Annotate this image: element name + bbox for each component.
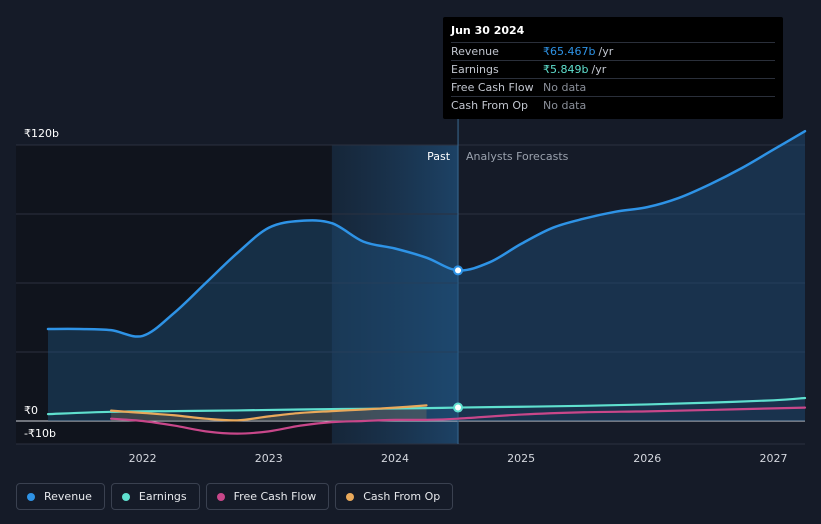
x-tick-label: 2024 [381, 452, 409, 465]
legend-label: Cash From Op [363, 490, 441, 503]
tooltip-row-cash-from-op: Cash From Op No data [451, 96, 775, 114]
line-free-cash-flow [109, 406, 807, 435]
legend-item-revenue[interactable]: Revenue [16, 483, 105, 510]
legend-dot-icon [27, 492, 35, 501]
chart-markers [453, 265, 464, 413]
tooltip-label: Earnings [451, 63, 499, 76]
tooltip-row-earnings: Earnings ₹5.849b /yr [451, 60, 775, 78]
tooltip-unit: /yr [598, 45, 614, 58]
line-cash-from-op [109, 404, 428, 422]
line-earnings [46, 396, 807, 416]
x-tick-label: 2025 [507, 452, 535, 465]
tooltip-label: Cash From Op [451, 99, 529, 112]
tooltip-value: ₹5.849b [543, 63, 589, 76]
legend-dot-icon [346, 492, 355, 501]
marker-earnings [453, 402, 464, 413]
x-tick-label: 2022 [129, 452, 157, 465]
tooltip-value: No data [543, 81, 587, 94]
marker-revenue [453, 265, 464, 276]
recent-period-highlight [331, 145, 459, 444]
hover-tooltip: Jun 30 2024 Revenue ₹65.467b /yr Earning… [443, 17, 783, 119]
legend-dot-icon [216, 492, 225, 501]
past-label: Past [427, 150, 451, 163]
legend-item-earnings[interactable]: Earnings [110, 483, 200, 510]
revenue-area [48, 131, 805, 421]
y-tick-label: ₹120b [24, 127, 59, 140]
legend-label: Earnings [138, 490, 187, 503]
tooltip-row-revenue: Revenue ₹65.467b /yr [451, 42, 775, 60]
chart-background [16, 145, 459, 444]
tooltip-date: Jun 30 2024 [451, 24, 525, 37]
chart-labels: ₹120b ₹0 -₹10b 2022 2023 2024 2025 2026 2027 Past… [24, 127, 787, 465]
tooltip-label: Free Cash Flow [451, 81, 534, 94]
y-tick-label: -₹10b [24, 427, 56, 440]
line-revenue [46, 129, 807, 338]
y-tick-label: ₹0 [24, 404, 38, 417]
tooltip-value: ₹65.467b [543, 45, 596, 58]
legend-label: Free Cash Flow [233, 490, 317, 503]
tooltip-unit: /yr [591, 63, 607, 76]
x-tick-label: 2026 [633, 452, 661, 465]
legend-label: Revenue [44, 490, 92, 503]
legend-item-cash-from-op[interactable]: Cash From Op [335, 483, 454, 510]
legend-item-free-cash-flow[interactable]: Free Cash Flow [205, 483, 330, 510]
tooltip-label: Revenue [451, 45, 499, 58]
chart-legend: Revenue Earnings Free Cash Flow Cash Fro… [16, 483, 459, 510]
legend-dot-icon [121, 492, 130, 501]
tooltip-row-free-cash-flow: Free Cash Flow No data [451, 78, 775, 96]
x-tick-label: 2023 [255, 452, 283, 465]
tooltip-value: No data [543, 99, 587, 112]
chart-series-lines [46, 129, 807, 435]
forecast-label: Analysts Forecasts [466, 150, 569, 163]
x-tick-label: 2027 [759, 452, 787, 465]
